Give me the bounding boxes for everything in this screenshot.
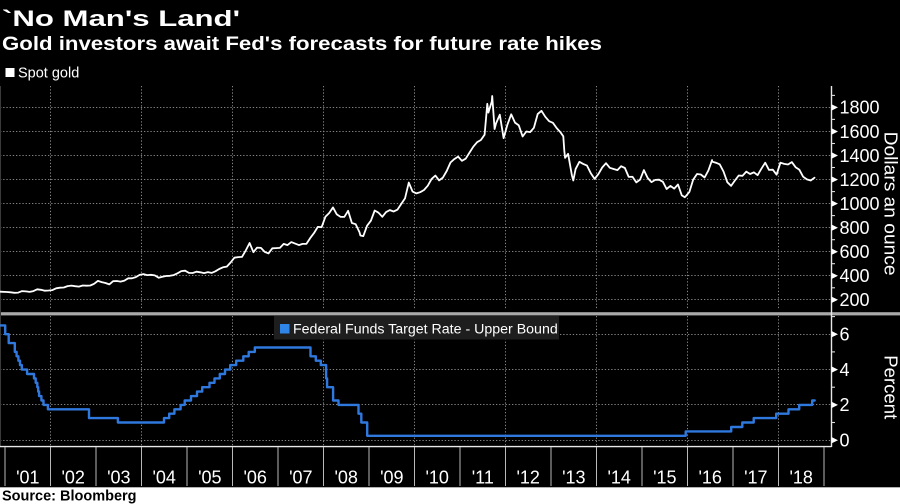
svg-text:`No Man's Land': `No Man's Land' (2, 6, 240, 31)
svg-text:1600: 1600 (840, 122, 880, 142)
svg-text:200: 200 (840, 290, 870, 310)
svg-text:4: 4 (840, 360, 850, 380)
svg-text:'12: '12 (516, 467, 539, 487)
svg-text:0: 0 (840, 431, 850, 451)
svg-text:'07: '07 (289, 467, 312, 487)
svg-text:1800: 1800 (840, 98, 880, 118)
svg-text:1200: 1200 (840, 170, 880, 190)
svg-text:Source: Bloomberg: Source: Bloomberg (2, 489, 137, 504)
svg-text:400: 400 (840, 266, 870, 286)
svg-text:'15: '15 (653, 467, 676, 487)
svg-text:'05: '05 (198, 467, 221, 487)
svg-text:800: 800 (840, 218, 870, 238)
svg-text:'04: '04 (152, 467, 175, 487)
svg-text:'08: '08 (334, 467, 357, 487)
svg-text:'14: '14 (607, 467, 630, 487)
svg-text:'01: '01 (16, 467, 39, 487)
svg-text:'02: '02 (61, 467, 84, 487)
svg-text:6: 6 (840, 325, 850, 345)
svg-text:Percent: Percent (881, 355, 900, 419)
svg-text:1000: 1000 (840, 194, 880, 214)
svg-text:'11: '11 (472, 467, 494, 487)
svg-text:Dollars an ounce: Dollars an ounce (881, 132, 900, 276)
svg-text:600: 600 (840, 242, 870, 262)
svg-text:'16: '16 (698, 467, 721, 487)
svg-text:'10: '10 (425, 467, 448, 487)
svg-text:1400: 1400 (840, 146, 880, 166)
svg-text:Federal Funds Target Rate - Up: Federal Funds Target Rate - Upper Bound (293, 322, 558, 338)
svg-text:'03: '03 (107, 467, 130, 487)
svg-text:'06: '06 (243, 467, 266, 487)
svg-text:2: 2 (840, 395, 850, 415)
svg-text:'13: '13 (562, 467, 585, 487)
svg-text:'09: '09 (380, 467, 403, 487)
svg-text:'17: '17 (744, 467, 767, 487)
svg-text:Gold investors await Fed's for: Gold investors await Fed's forecasts for… (2, 34, 602, 55)
svg-text:'18: '18 (789, 467, 812, 487)
svg-text:Spot gold: Spot gold (18, 66, 79, 82)
